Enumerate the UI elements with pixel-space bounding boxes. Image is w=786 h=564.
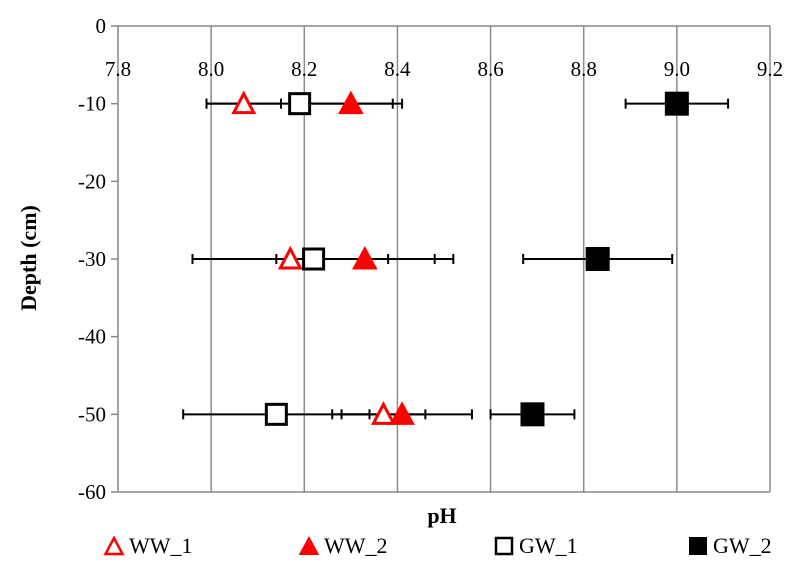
marker-ww2 <box>389 401 415 425</box>
x-tick-label: 7.8 <box>105 57 131 81</box>
marker-gw1 <box>302 247 326 271</box>
marker-gw2 <box>520 402 545 427</box>
y-tick-marks <box>111 25 118 493</box>
x-tick-label: 9.0 <box>664 57 690 81</box>
ph-depth-chart: 7.8 8.0 8.2 8.4 8.6 8.8 9.0 9.2 0 -10 -20 -30 -40 -5… <box>16 14 783 528</box>
open-red-triangle-icon <box>103 535 125 556</box>
x-tick-labels: 7.8 8.0 8.2 8.4 8.6 8.8 9.0 9.2 <box>105 57 783 81</box>
error-bars <box>182 98 730 420</box>
marker-gw1 <box>264 402 288 426</box>
marker-gw2 <box>585 247 610 271</box>
marker-ww1 <box>277 245 303 270</box>
y-tick-label: -10 <box>78 92 106 116</box>
marker-ww2 <box>338 90 364 115</box>
filled-black-square-icon <box>689 537 707 555</box>
x-tick-label: 8.6 <box>477 57 503 81</box>
legend-label-gw2: GW_2 <box>713 533 772 558</box>
y-axis-title: Depth (cm) <box>16 205 41 311</box>
marker-gw1 <box>288 92 312 116</box>
y-tick-label: -60 <box>78 480 106 504</box>
y-tick-label: -50 <box>78 402 106 426</box>
legend-label-ww2: WW_2 <box>324 533 388 558</box>
x-tick-label: 9.2 <box>757 57 783 81</box>
legend: WW_1 WW_2 GW_1 GW_2 <box>0 528 786 564</box>
y-tick-labels: 0 -10 -20 -30 -40 -50 -60 <box>78 14 106 504</box>
legend-item-ww2: WW_2 <box>298 528 388 564</box>
legend-label-gw1: GW_1 <box>519 533 578 558</box>
y-tick-label: 0 <box>96 14 107 38</box>
marker-ww1 <box>231 90 257 115</box>
legend-item-gw1: GW_1 <box>493 528 578 564</box>
data-markers <box>231 90 689 427</box>
marker-ww2 <box>351 245 378 270</box>
legend-label-ww1: WW_1 <box>129 533 193 558</box>
legend-item-ww1: WW_1 <box>103 528 193 564</box>
legend-item-gw2: GW_2 <box>687 528 772 564</box>
open-black-square-icon <box>494 536 514 556</box>
y-tick-label: -20 <box>78 169 106 193</box>
x-tick-label: 8.8 <box>571 57 597 81</box>
filled-red-triangle-icon <box>298 535 320 555</box>
x-tick-label: 8.0 <box>198 57 224 81</box>
marker-gw2 <box>664 91 689 116</box>
x-tick-label: 8.2 <box>291 57 317 81</box>
x-tick-label: 8.4 <box>384 57 411 81</box>
y-tick-label: -30 <box>78 247 106 271</box>
y-tick-label: -40 <box>78 325 106 349</box>
marker-ww1 <box>370 401 396 425</box>
x-axis-title: pH <box>427 503 456 528</box>
